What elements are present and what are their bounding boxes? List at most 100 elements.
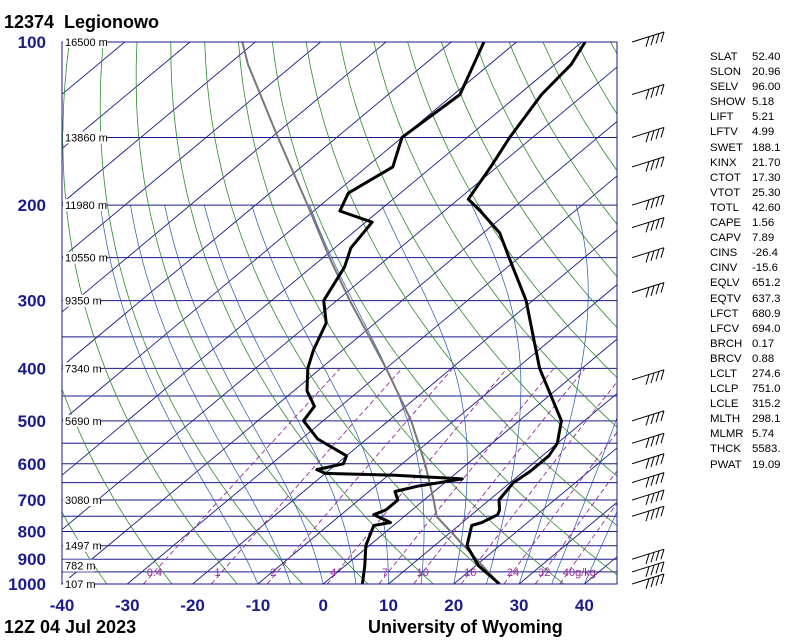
index-row: EQLV 651.2 bbox=[710, 276, 781, 291]
dry-adiabat bbox=[271, 42, 617, 576]
index-key: CAPE bbox=[710, 217, 742, 230]
index-value: 274.6 bbox=[752, 367, 781, 380]
index-value: 637.3 bbox=[752, 292, 781, 305]
index-row: CTOT 17.30 bbox=[710, 171, 781, 186]
index-value: 42.60 bbox=[752, 201, 781, 214]
index-value: 694.0 bbox=[752, 322, 781, 335]
mixing-ratio-line bbox=[460, 381, 617, 584]
index-key: SHOW bbox=[710, 96, 746, 109]
index-row: CAPE 1.56 bbox=[710, 216, 781, 231]
pressure-tick-label: 400 bbox=[18, 359, 46, 378]
index-value: 680.9 bbox=[752, 307, 781, 320]
index-key: EQTV bbox=[710, 292, 742, 305]
index-key: LCLP bbox=[710, 383, 739, 396]
parcel-path bbox=[241, 42, 501, 584]
index-value: -26.4 bbox=[752, 247, 778, 260]
index-row: CINS -26.4 bbox=[710, 246, 781, 261]
index-key: THCK bbox=[710, 443, 742, 456]
index-key: PWAT bbox=[710, 458, 742, 471]
index-key: MLTH bbox=[710, 413, 741, 426]
index-row: BRCH 0.17 bbox=[710, 337, 781, 352]
index-key: LFCV bbox=[710, 322, 740, 335]
mixing-ratio-label: 7 bbox=[382, 567, 388, 579]
pressure-tick-label: 800 bbox=[18, 522, 46, 541]
mixing-ratio-line bbox=[143, 367, 341, 584]
mixing-ratio-label: 1 bbox=[215, 567, 221, 579]
index-key: CINV bbox=[710, 262, 738, 275]
stability-indices-table: SLAT 52.40 SLON 20.96 SELV 96.00 SHOW 5.18 LIFT 5… bbox=[710, 50, 781, 473]
index-row: LFTV 4.99 bbox=[710, 125, 781, 140]
wind-barb bbox=[631, 505, 665, 522]
index-row: LCLP 751.0 bbox=[710, 382, 781, 397]
temperature-profile bbox=[465, 42, 587, 584]
pressure-tick-label: 700 bbox=[18, 491, 46, 510]
wind-barb bbox=[631, 432, 665, 449]
wind-barb bbox=[631, 453, 665, 469]
index-row: CINV -15.6 bbox=[710, 261, 781, 276]
index-value: 17.30 bbox=[752, 171, 781, 184]
index-row: MLTH 298.1 bbox=[710, 412, 781, 427]
index-key: SELV bbox=[710, 81, 739, 94]
index-row: LFCT 680.9 bbox=[710, 307, 781, 322]
index-key: SLAT bbox=[710, 51, 738, 63]
height-label: 3080 m bbox=[65, 495, 102, 507]
wind-barb bbox=[631, 561, 665, 577]
moist-adiabat bbox=[551, 416, 617, 584]
index-row: THCK 5583. bbox=[710, 442, 781, 457]
index-key: KINX bbox=[710, 156, 737, 169]
temperature-tick-label: 20 bbox=[444, 596, 463, 615]
index-row: KINX 21.70 bbox=[710, 156, 781, 171]
index-row: SLON 20.96 bbox=[710, 65, 781, 80]
moist-adiabat bbox=[584, 510, 617, 584]
isotherm bbox=[453, 447, 617, 584]
dry-adiabat bbox=[238, 42, 565, 584]
isotherm bbox=[127, 175, 617, 584]
index-value: 21.70 bbox=[752, 156, 781, 169]
mixing-ratio-line bbox=[210, 367, 403, 584]
index-value: 298.1 bbox=[752, 413, 781, 426]
dry-adiabat bbox=[62, 387, 173, 584]
height-label: 5690 m bbox=[65, 416, 102, 428]
isotherm bbox=[388, 392, 617, 584]
mixing-ratio-line bbox=[266, 368, 454, 584]
temperature-tick-label: -20 bbox=[180, 596, 205, 615]
index-value: 1.56 bbox=[752, 217, 775, 230]
index-value: 25.30 bbox=[752, 186, 781, 199]
wind-barb bbox=[631, 31, 665, 47]
height-label: 107 m bbox=[65, 579, 96, 591]
isotherm bbox=[62, 120, 617, 584]
index-row: LCLE 315.2 bbox=[710, 397, 781, 412]
index-value: -15.6 bbox=[752, 262, 778, 275]
index-row: LIFT 5.21 bbox=[710, 110, 781, 125]
height-label: 11980 m bbox=[65, 200, 107, 212]
plot-area bbox=[62, 42, 617, 584]
mixing-ratio-line bbox=[378, 368, 555, 584]
moist-adiabat bbox=[100, 205, 259, 584]
pressure-tick-label: 300 bbox=[18, 292, 46, 311]
dry-adiabat bbox=[204, 42, 499, 584]
index-value: 96.00 bbox=[752, 81, 781, 94]
index-key: BRCV bbox=[710, 352, 742, 365]
mixing-ratio-label: 32 bbox=[538, 567, 550, 579]
footer-time: 12Z 04 Jul 2023 bbox=[4, 617, 137, 637]
wind-barb bbox=[631, 472, 665, 488]
dewpoint-profile bbox=[302, 42, 486, 584]
index-value: 19.09 bbox=[752, 458, 781, 471]
index-row: SELV 96.00 bbox=[710, 80, 781, 95]
index-value: 5583. bbox=[752, 443, 781, 456]
index-value: 0.88 bbox=[752, 352, 775, 365]
index-key: LCLT bbox=[710, 367, 738, 380]
pressure-tick-label: 100 bbox=[18, 33, 46, 52]
index-value: 5.18 bbox=[752, 96, 775, 109]
dry-adiabat bbox=[373, 42, 617, 428]
index-row: CAPV 7.89 bbox=[710, 231, 781, 246]
wind-barb bbox=[631, 282, 665, 298]
index-row: LCLT 274.6 bbox=[710, 367, 781, 382]
index-key: CTOT bbox=[710, 171, 741, 184]
station-name: Legionowo bbox=[64, 12, 159, 32]
isotherm bbox=[62, 42, 583, 476]
moist-adiabat bbox=[309, 205, 425, 584]
mixing-ratio-label: 24 bbox=[507, 567, 519, 579]
isotherm bbox=[62, 42, 387, 313]
dry-adiabat bbox=[135, 42, 369, 584]
